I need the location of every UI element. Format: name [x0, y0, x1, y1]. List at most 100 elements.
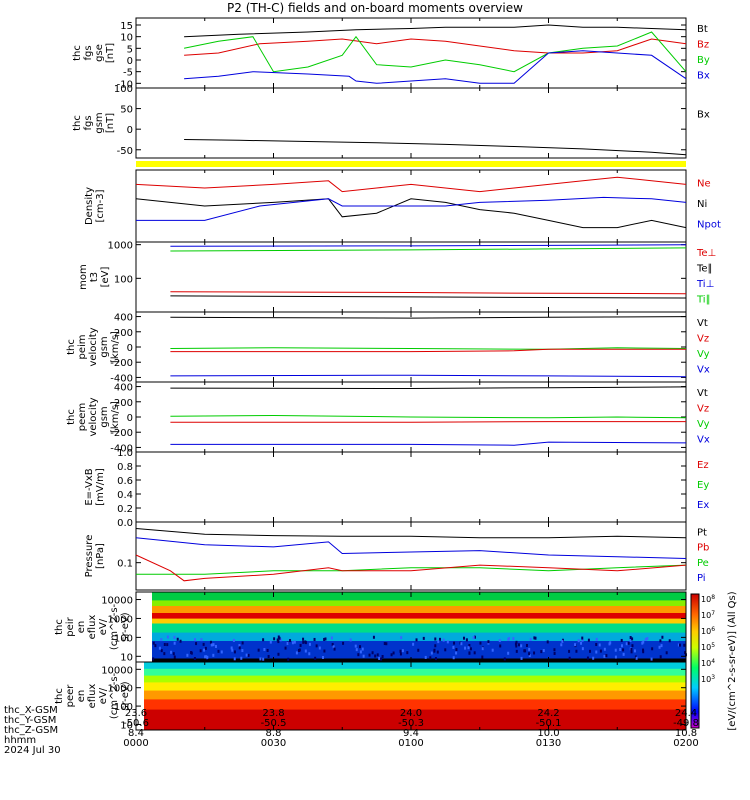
heatmap-speckle — [164, 643, 166, 646]
legend-Vx: Vx — [697, 364, 710, 375]
heatmap-speckle — [447, 640, 449, 643]
heatmap-speckle — [512, 637, 514, 640]
heatmap-speckle — [615, 649, 617, 652]
heatmap-speckle — [194, 657, 196, 660]
heatmap-speckle — [621, 644, 623, 647]
panel-frame — [136, 452, 686, 522]
heatmap-speckle — [316, 644, 318, 647]
y-tick-label: 0.1 — [117, 559, 133, 570]
heatmap-speckle — [524, 649, 526, 652]
heatmap-speckle — [259, 657, 261, 660]
heatmap-speckle — [600, 650, 602, 653]
heatmap-speckle — [180, 640, 182, 643]
heatmap-speckle — [575, 650, 577, 653]
heatmap-speckle — [258, 649, 260, 652]
heatmap-speckle — [604, 648, 606, 651]
series-peem-Vt — [170, 387, 686, 389]
panel-frame — [136, 88, 686, 158]
y-axis-label: sr-eV) — [120, 612, 131, 641]
heatmap-speckle — [588, 639, 590, 642]
x-axis-value: 0000 — [123, 738, 148, 749]
heatmap-band — [152, 600, 686, 606]
y-axis-label: peer — [65, 684, 76, 708]
heatmap-speckle — [582, 647, 584, 650]
y-tick-label: 50 — [120, 105, 133, 116]
heatmap-speckle — [580, 642, 582, 645]
heatmap-speckle — [574, 643, 576, 646]
heatmap-speckle — [437, 640, 439, 643]
heatmap-speckle — [634, 649, 636, 652]
heatmap-speckle — [314, 657, 316, 660]
heatmap-speckle — [561, 640, 563, 643]
heatmap-speckle — [516, 650, 518, 653]
heatmap-speckle — [277, 653, 279, 656]
heatmap-speckle — [305, 650, 307, 653]
series-peim-Vz — [170, 349, 686, 351]
heatmap-speckle — [380, 658, 382, 661]
heatmap-speckle — [679, 644, 681, 647]
heatmap-speckle — [603, 655, 605, 658]
y-axis-label: [nPa] — [95, 543, 106, 569]
heatmap-speckle — [319, 647, 321, 650]
heatmap-speckle — [619, 648, 621, 651]
heatmap-speckle — [342, 642, 344, 645]
legend-Ti∥: Ti∥ — [696, 294, 711, 305]
heatmap-speckle — [661, 636, 663, 639]
heatmap-speckle — [659, 639, 661, 642]
heatmap-speckle — [481, 656, 483, 659]
panel-pressure: 0.1Pressure [nPa]PtPbPePi — [84, 522, 709, 590]
y-tick-label: 0.4 — [117, 490, 133, 501]
y-axis-label: eV/ — [98, 618, 109, 635]
heatmap-speckle — [159, 647, 161, 650]
series-peim-Vt — [170, 317, 686, 319]
heatmap-speckle — [239, 646, 241, 649]
heatmap-speckle — [314, 638, 316, 641]
heatmap-speckle — [246, 654, 248, 657]
heatmap-speckle — [615, 656, 617, 659]
y-axis-label: thc — [54, 619, 65, 635]
y-axis-label: gse — [94, 44, 105, 62]
heatmap-speckle — [300, 644, 302, 647]
legend-Npot: Npot — [697, 219, 721, 230]
heatmap-speckle — [350, 638, 352, 641]
x-axis-value: 0030 — [261, 738, 286, 749]
series-pressure-Pi — [136, 538, 686, 559]
legend-Pb: Pb — [697, 543, 709, 554]
legend-Vz: Vz — [697, 333, 709, 344]
legend-Ez: Ez — [697, 460, 709, 471]
heatmap-speckle — [331, 636, 333, 639]
panel-density: Density [cm-3]NeNiNpot — [84, 170, 721, 242]
panel-fgs: 151050-5-10 thc fgs gse [nT] Bt Bz By Bx — [72, 18, 710, 90]
heatmap-speckle — [507, 652, 509, 655]
series-pressure-Pt — [136, 529, 686, 538]
legend-Vt: Vt — [697, 388, 708, 399]
panel-frame — [136, 312, 686, 382]
legend-Vt: Vt — [697, 318, 708, 329]
heatmap-speckle — [163, 652, 165, 655]
heatmap-speckle — [417, 649, 419, 652]
heatmap-speckle — [425, 656, 427, 659]
heatmap-speckle — [152, 657, 154, 660]
heatmap-speckle — [374, 655, 376, 658]
colorbar-tick-label: 103 — [701, 674, 715, 684]
heatmap-speckle — [560, 643, 562, 646]
series-temperature-Te⊥ — [170, 292, 686, 294]
heatmap-speckle — [636, 657, 638, 660]
heatmap-speckle — [363, 655, 365, 658]
y-axis-label: [nT] — [105, 113, 116, 133]
heatmap-speckle — [174, 656, 176, 659]
y-tick-label: 0 — [127, 413, 133, 424]
heatmap-speckle — [473, 636, 475, 639]
y-axis-label: [mV/m] — [95, 468, 106, 506]
heatmap-speckle — [212, 654, 214, 657]
colorbar-tick-label: 108 — [701, 594, 715, 604]
heatmap-speckle — [356, 648, 358, 651]
series-density-Ni — [136, 199, 686, 228]
heatmap-speckle — [267, 649, 269, 652]
y-tick-label: 0.0 — [117, 518, 133, 529]
y-axis-label: [cm-3] — [95, 189, 106, 222]
y-tick-label: 100 — [114, 274, 133, 285]
heatmap-speckle — [309, 643, 311, 646]
heatmap-speckle — [587, 657, 589, 660]
heatmap-speckle — [385, 642, 387, 645]
